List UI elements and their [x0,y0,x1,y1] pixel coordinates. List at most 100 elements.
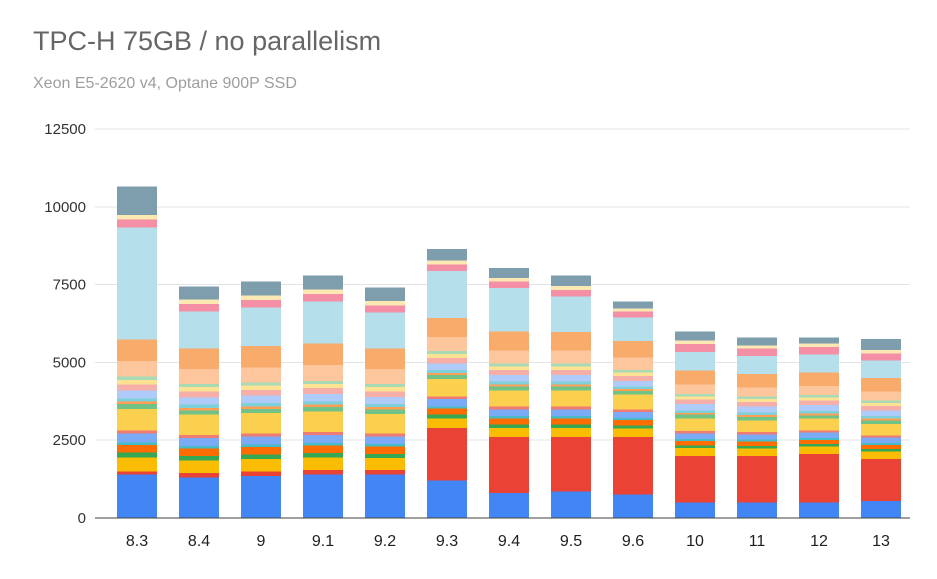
bar-segment-q10-9 [241,408,281,414]
bar-segment-q14-8.3 [117,384,157,391]
bar-segment-q03-9.5 [551,427,591,438]
bar-segment-q18-8.3 [117,339,157,362]
chart-subtitle: Xeon E5-2620 v4, Optane 900P SSD [33,75,297,92]
bar-segment-q14-9.4 [489,370,529,376]
bar-segment-q05-12 [799,439,839,445]
bar-segment-q19-9.1 [303,301,343,344]
bar-segment-q07-9.4 [489,409,529,417]
bar-segment-q14-12 [799,400,839,406]
bar-segment-q04-9.4 [489,424,529,428]
bar-segment-q15-8.4 [179,386,219,392]
bar-segment-q10-9.4 [489,386,529,391]
bar-segment-q01-9 [241,475,281,518]
bar-segment-q07-11 [737,434,777,440]
bar-segment-q19-9 [241,307,281,347]
bar-segment-q19-9.2 [365,312,405,349]
bar-segment-q11-9.1 [303,404,343,408]
bar-segment-q08-12 [799,430,839,433]
bar-segment-q21-9.5 [551,286,591,290]
y-axis-tick-label: 5000 [53,354,86,371]
bar-segment-q21-9.3 [427,260,467,265]
bar-segment-q09-9.5 [551,390,591,407]
bar-segment-q17-9.6 [613,357,653,371]
bar-segment-q11-13 [861,418,901,421]
bar-segment-q17-9 [241,367,281,383]
bar-segment-q16-9.3 [427,351,467,354]
bar-segment-q21-9 [241,295,281,300]
bar-segment-q05-9.4 [489,418,529,425]
bar-segment-q02-8.4 [179,472,219,478]
bar-segment-q06-9.6 [613,418,653,420]
bar-segment-q01-8.4 [179,477,219,518]
bar-segment-q02-12 [799,454,839,503]
bar-segment-q06-9.1 [303,443,343,446]
bar-segment-q12-9.5 [551,381,591,385]
y-axis-tick-label: 0 [78,510,86,527]
bar-segment-q09-9.6 [613,394,653,410]
bar-segment-q17-12 [799,386,839,396]
bar-segment-q13-8.3 [117,390,157,399]
bar-segment-q04-8.4 [179,456,219,461]
bar-segment-q02-9.2 [365,469,405,475]
bar-segment-q06-9.5 [551,416,591,419]
bar-segment-q22-9.5 [551,275,591,287]
bar-segment-q14-11 [737,402,777,407]
bar-segment-q19-8.4 [179,311,219,349]
bar-segment-q11-11 [737,414,777,417]
bar-segment-q12-9.2 [365,404,405,408]
bar-segment-q07-9 [241,436,281,445]
bar-segment-q19-9.6 [613,317,653,341]
bar-segment-q09-9 [241,413,281,434]
bar-segment-q08-9.5 [551,406,591,410]
bar-segment-q20-11 [737,348,777,357]
bar-segment-q04-9 [241,454,281,459]
bar-segment-q10-8.4 [179,410,219,415]
bar-segment-q10-9.3 [427,375,467,380]
bar-segment-q10-9.6 [613,391,653,395]
bar-segment-q22-10 [675,331,715,341]
bar-segment-q16-9.2 [365,383,405,387]
bar-segment-q16-10 [675,393,715,397]
bar-segment-q13-9.4 [489,375,529,382]
y-axis-tick-label: 7500 [53,277,86,294]
bar-segment-q02-9.6 [613,437,653,495]
bar-segment-q08-9.3 [427,396,467,400]
x-axis-category-label: 9.1 [312,533,334,550]
bar-segment-q04-8.3 [117,452,157,458]
bar-segment-q06-9.2 [365,444,405,447]
bar-segment-q17-8.3 [117,361,157,377]
bar-segment-q13-9.2 [365,396,405,405]
bar-segment-q07-9.3 [427,399,467,407]
bar-segment-q06-9.3 [427,406,467,409]
bar-segment-q03-11 [737,448,777,456]
bar-segment-q04-9.2 [365,453,405,458]
bar-segment-q03-13 [861,451,901,459]
bar-segment-q21-12 [799,343,839,348]
bar-segment-q08-9.2 [365,433,405,437]
bar-segment-q17-9.4 [489,350,529,364]
bar-segment-q07-12 [799,432,839,439]
bar-segment-q16-13 [861,400,901,403]
x-axis-category-label: 9.5 [560,533,582,550]
bar-segment-q15-10 [675,396,715,400]
bar-segment-q05-9.2 [365,446,405,454]
bar-segment-q09-13 [861,424,901,436]
bar-segment-q15-13 [861,402,901,406]
bar-segment-q22-12 [799,337,839,344]
bar-segment-q06-13 [861,443,901,445]
bar-segment-q08-9.1 [303,431,343,435]
bar-segment-q03-9.6 [613,428,653,438]
bar-segment-q09-12 [799,418,839,431]
bar-segment-q22-8.4 [179,286,219,300]
bar-segment-q20-12 [799,347,839,355]
bar-segment-q16-12 [799,395,839,398]
bar-segment-q05-9.5 [551,418,591,425]
bar-segment-q11-9.2 [365,407,405,410]
bar-segment-q17-9.2 [365,368,405,384]
bar-segment-q20-9.1 [303,293,343,302]
bar-segment-q17-11 [737,387,777,397]
bar-segment-q14-9.6 [613,376,653,381]
bar-segment-q10-9.5 [551,386,591,391]
bar-segment-q21-9.1 [303,289,343,294]
